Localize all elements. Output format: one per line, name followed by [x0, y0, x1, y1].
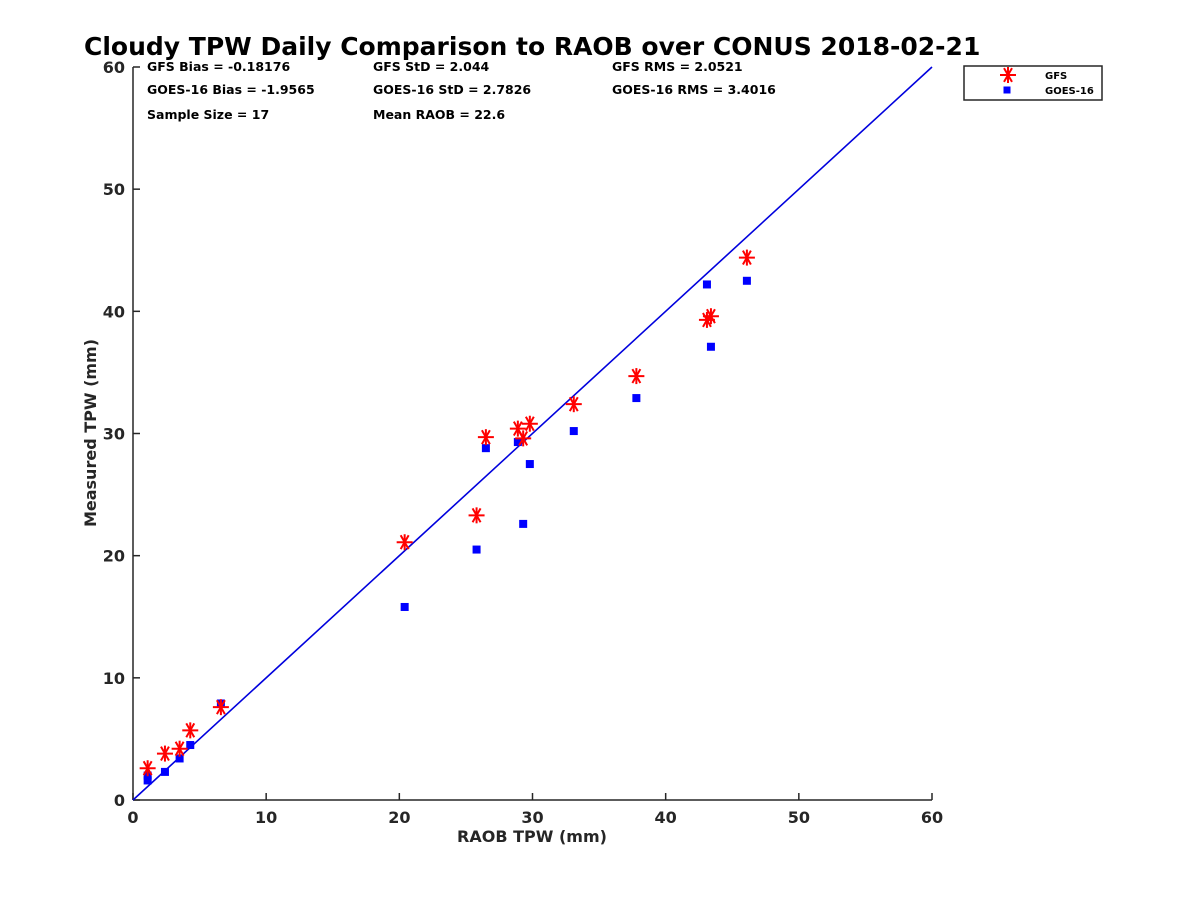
gfs-point	[738, 249, 755, 266]
gfs-point	[565, 396, 582, 413]
gfs-point	[702, 308, 719, 325]
goes16-point	[525, 460, 534, 469]
goes16-point	[186, 741, 195, 750]
gfs-point	[171, 740, 188, 757]
stat-text: GOES-16 Bias = -1.9565	[147, 82, 315, 97]
stat-text: GOES-16 RMS = 3.4016	[612, 82, 776, 97]
stat-text: GOES-16 StD = 2.7826	[373, 82, 531, 97]
y-tick-label: 10	[103, 669, 125, 688]
stat-text: Sample Size = 17	[147, 107, 269, 122]
x-tick-label: 40	[655, 808, 677, 827]
gfs-point	[477, 429, 494, 446]
goes16-point	[472, 545, 481, 554]
stat-text: GFS StD = 2.044	[373, 59, 490, 74]
goes16-point	[702, 280, 711, 289]
stat-text: Mean RAOB = 22.6	[373, 107, 505, 122]
y-tick-label: 50	[103, 180, 125, 199]
goes16-point	[143, 776, 152, 785]
gfs-point	[468, 507, 485, 524]
plot-area: 0 10 20 30 40 50 60 0 10 20 30 40 50 60 GFS Bias = -0.…	[103, 58, 943, 827]
legend-label: GOES-16	[1045, 86, 1094, 97]
goes16-point	[706, 342, 715, 351]
goes16-point	[513, 438, 522, 447]
x-tick-label: 0	[127, 808, 138, 827]
legend-goes16-marker	[1003, 86, 1011, 94]
legend-box	[963, 65, 1103, 101]
legend-label: GFS	[1045, 71, 1067, 82]
legend-gfs-marker	[1000, 67, 1016, 83]
y-tick-label: 30	[103, 425, 125, 444]
gfs-point	[212, 699, 229, 716]
gfs-point	[521, 415, 538, 432]
legend: GFS GOES-16	[963, 65, 1103, 101]
stat-text: GFS RMS = 2.0521	[612, 59, 743, 74]
gfs-point	[628, 368, 645, 385]
x-axis-label: RAOB TPW (mm)	[457, 827, 607, 846]
x-tick-label: 60	[921, 808, 943, 827]
x-tick-label: 30	[521, 808, 543, 827]
y-tick-label: 20	[103, 547, 125, 566]
x-tick-label: 10	[255, 808, 277, 827]
y-tick-label: 40	[103, 302, 125, 321]
gfs-point	[139, 760, 156, 777]
goes16-point	[160, 767, 169, 776]
goes16-point	[742, 276, 751, 285]
gfs-point	[396, 534, 413, 551]
goes16-point	[569, 427, 578, 436]
gfs-point	[156, 745, 173, 762]
chart-title: Cloudy TPW Daily Comparison to RAOB over…	[84, 32, 980, 61]
y-tick-label: 0	[114, 791, 125, 810]
goes16-point	[632, 394, 641, 403]
gfs-point	[515, 430, 532, 447]
goes16-point	[175, 754, 184, 763]
goes16-point	[400, 602, 409, 611]
y-tick-label: 60	[103, 58, 125, 77]
goes16-point	[519, 519, 528, 528]
one-to-one-line	[132, 66, 933, 801]
stat-text: GFS Bias = -0.18176	[147, 59, 290, 74]
x-tick-label: 50	[788, 808, 810, 827]
goes16-point	[481, 444, 490, 453]
gfs-point	[182, 722, 199, 739]
y-axis-label: Measured TPW (mm)	[81, 339, 100, 527]
x-tick-label: 20	[388, 808, 410, 827]
